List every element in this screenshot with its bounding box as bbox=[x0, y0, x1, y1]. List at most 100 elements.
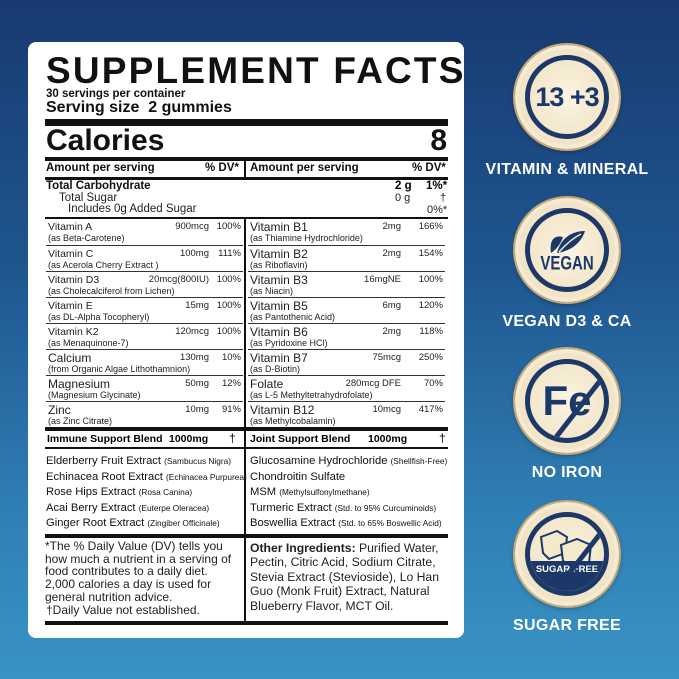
total-carb-dv: 1%* bbox=[426, 180, 448, 192]
divider bbox=[45, 534, 448, 538]
sugar-free-text: SUGAR FREE bbox=[530, 561, 604, 591]
nutrient-source: (as Riboflavin) bbox=[250, 260, 308, 270]
added-sugar-label: Includes 0g Added Sugar bbox=[68, 203, 197, 215]
total-sugar-label: Total Sugar bbox=[59, 192, 118, 204]
blend-ingredient: Acai Berry Extract (Euterpe Oleracea) bbox=[46, 501, 247, 517]
ingredient-detail: (Euterpe Oleracea) bbox=[138, 502, 210, 513]
13-plus-3-icon: 13 +3 bbox=[535, 81, 599, 112]
ingredient-name: Boswellia Extract bbox=[250, 517, 336, 529]
ingredient-detail: (Std. to 65% Boswellic Acid) bbox=[338, 518, 442, 528]
nutrient-dv: 100% bbox=[216, 274, 241, 285]
ingredient-name: Acai Berry Extract bbox=[46, 501, 136, 514]
nutrient-amount: 75mcg bbox=[372, 352, 401, 363]
nutrient-source: (as Acerola Cherry Extract ) bbox=[48, 260, 159, 270]
nutrient-name: Vitamin B12 bbox=[250, 403, 315, 417]
nutrient-row: Magnesium (Magnesium Glycinate) 50mg 12% bbox=[46, 375, 243, 401]
blend-ingredient: Glucosamine Hydrochloride (Shellfish-Fre… bbox=[250, 454, 447, 470]
nutrient-dv: 250% bbox=[418, 352, 443, 363]
nutrient-source: (as Cholecalciferol from Lichen) bbox=[48, 286, 175, 296]
dv-header-right: % DV* bbox=[412, 162, 446, 174]
nutrient-source: (as Methylcobalamin) bbox=[250, 416, 336, 426]
immune-blend-list: Elderberry Fruit Extract (Sambucus Nigra… bbox=[46, 454, 247, 532]
divider bbox=[45, 157, 448, 161]
nutrient-dv: 100% bbox=[418, 274, 443, 285]
nutrient-name: Vitamin B5 bbox=[250, 299, 308, 313]
nutrient-amount: 15mg bbox=[185, 300, 209, 311]
nutrient-amount: 2mg bbox=[382, 248, 401, 259]
total-sugar-amount: 0 g bbox=[395, 192, 411, 204]
nutrient-row: Vitamin E (as DL-Alpha Tocopheryl) 15mg … bbox=[46, 297, 243, 323]
serving-size: Serving size 2 gummies bbox=[46, 99, 232, 116]
ingredient-name: Ginger Root Extract bbox=[46, 517, 145, 529]
ingredient-detail: (Std. to 95% Curcuminoids) bbox=[334, 502, 437, 513]
blend-ingredient: Ginger Root Extract (Zingiber Officinale… bbox=[46, 516, 247, 532]
nutrient-dv: 10% bbox=[221, 352, 241, 363]
divider bbox=[244, 161, 246, 178]
nutrient-name: Folate bbox=[250, 377, 284, 391]
nutrient-name: Vitamin C bbox=[48, 248, 94, 260]
nutrient-row: Calcium (from Organic Algae Lithothamnio… bbox=[46, 349, 243, 375]
nutrient-row: Folate (as L-5 Methyltetrahydrofolate) 2… bbox=[248, 375, 445, 401]
nutrient-source: (as Zinc Citrate) bbox=[48, 416, 113, 426]
divider bbox=[45, 427, 448, 431]
blend-ingredient: Chondroitin Sulfate bbox=[250, 470, 447, 486]
nutrient-source: (as Pyridoxine HCl) bbox=[250, 338, 328, 348]
joint-blend-title: Joint Support Blend bbox=[250, 433, 351, 445]
nutrient-dv: 417% bbox=[418, 404, 443, 415]
total-carb-label: Total Carbohydrate bbox=[46, 180, 151, 192]
immune-blend-amount: 1000mg bbox=[169, 433, 209, 445]
ingredient-name: Glucosamine Hydrochloride bbox=[250, 455, 388, 467]
ingredient-name: MSM bbox=[250, 486, 277, 498]
nutrient-name: Vitamin B7 bbox=[250, 351, 308, 365]
nutrient-source: (as Thiamine Hydrochloride) bbox=[250, 233, 363, 243]
nutrient-source: (Magnesium Glycinate) bbox=[48, 390, 141, 400]
added-sugar-dv: 0%* bbox=[427, 204, 448, 216]
badge-label-sugar-free: SUGAR FREE bbox=[513, 617, 621, 634]
nutrient-dv: 70% bbox=[423, 378, 443, 389]
badge-13-plus-3: 13 +3 bbox=[515, 45, 619, 149]
badge-label-vitamin-mineral: VITAMIN & MINERAL bbox=[485, 161, 649, 178]
nutrient-row: Vitamin B5 (as Pantothenic Acid) 6mg 120… bbox=[248, 297, 445, 323]
nutrient-amount: 6mg bbox=[382, 300, 401, 311]
other-ingredients: Other Ingredients: Purified Water, Pecti… bbox=[250, 541, 446, 613]
joint-blend-dv: † bbox=[439, 431, 446, 445]
nutrient-amount: 2mg bbox=[382, 221, 401, 232]
immune-blend-title: Immune Support Blend bbox=[47, 433, 163, 445]
blend-ingredient: Elderberry Fruit Extract (Sambucus Nigra… bbox=[46, 454, 247, 470]
nutrient-name: Calcium bbox=[48, 351, 92, 365]
immune-blend-dv: † bbox=[229, 431, 236, 445]
dv-header-left: % DV* bbox=[205, 162, 239, 174]
joint-blend-list: Glucosamine Hydrochloride (Shellfish-Fre… bbox=[250, 454, 447, 532]
vegan-text: VEGAN bbox=[540, 251, 594, 275]
badge-label-no-iron: NO IRON bbox=[531, 464, 603, 481]
nutrient-amount: 10mg bbox=[185, 404, 209, 415]
nutrient-dv: 100% bbox=[216, 326, 241, 337]
divider bbox=[45, 447, 448, 449]
nutrient-dv: 154% bbox=[418, 248, 443, 259]
badge-sugar-free: SUGAR FREE bbox=[515, 502, 619, 606]
nutrient-row: Vitamin K2 (as Menaquinone-7) 120mcg 100… bbox=[46, 323, 243, 349]
supplement-facts-panel bbox=[28, 42, 464, 638]
nutrient-amount: 20mcg(800IU) bbox=[148, 274, 209, 285]
badge-label-vegan: VEGAN D3 & CA bbox=[502, 313, 632, 330]
nutrient-dv: 12% bbox=[221, 378, 241, 389]
nutrient-row: Zinc (as Zinc Citrate) 10mg 91% bbox=[46, 401, 243, 427]
other-ingredients-text: Purified Water, Pectin, Citric Acid, Sod… bbox=[250, 541, 439, 613]
nutrient-source: (as DL-Alpha Tocopheryl) bbox=[48, 312, 150, 322]
nutrient-name: Vitamin B6 bbox=[250, 325, 308, 339]
nutrient-name: Vitamin B3 bbox=[250, 273, 308, 287]
nutrient-source: (as D-Biotin) bbox=[250, 364, 301, 374]
nutrient-source: (as L-5 Methyltetrahydrofolate) bbox=[250, 390, 373, 400]
other-ingredients-label: Other Ingredients: bbox=[250, 541, 356, 555]
blend-ingredient: MSM (Methylsulfonylmethane) bbox=[250, 485, 447, 501]
nutrient-amount: 100mg bbox=[179, 248, 209, 259]
divider bbox=[244, 219, 246, 427]
divider bbox=[45, 621, 448, 625]
nutrient-source: (as Niacin) bbox=[250, 286, 294, 296]
nutrient-name: Vitamin B1 bbox=[250, 220, 308, 234]
dagger-footnote: †Daily Value not established. bbox=[46, 603, 200, 617]
nutrient-row: Vitamin B7 (as D-Biotin) 75mcg 250% bbox=[248, 349, 445, 375]
nutrient-source: (as Pantothenic Acid) bbox=[250, 312, 336, 322]
nutrient-name: Vitamin B2 bbox=[250, 247, 308, 261]
nutrient-dv: 166% bbox=[418, 221, 443, 232]
